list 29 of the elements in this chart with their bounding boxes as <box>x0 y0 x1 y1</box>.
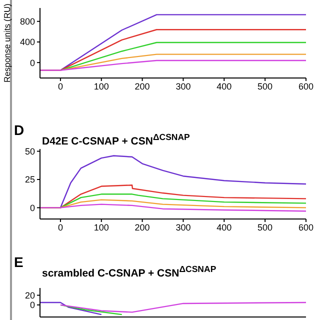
x-tick-label: 300 <box>176 222 191 232</box>
y-axis-title: Response units (RU) <box>2 2 12 84</box>
y-tick-label: 0 <box>30 202 35 213</box>
chart-title: D42E C-CSNAP + CSN$^{ΔCSNAP}$ <box>42 132 190 148</box>
y-tick-label: 25 <box>24 174 35 185</box>
text: E <box>14 254 24 270</box>
y-tick-label: 0 <box>30 300 35 310</box>
y-tick-label: 20 <box>24 290 35 300</box>
y-tick-label: 0 <box>30 58 35 68</box>
x-tick-label: 100 <box>94 81 109 92</box>
x-tick-label: 600 <box>298 81 314 92</box>
x-tick-label: 400 <box>216 222 232 232</box>
x-tick-label: 200 <box>134 222 150 232</box>
line-series <box>60 302 306 313</box>
y-tick-label: 400 <box>20 37 35 48</box>
chart-title: scrambled C-CSNAP + CSN$^{ΔCSNAP}$ <box>42 264 216 280</box>
x-tick-label: 0 <box>58 222 63 232</box>
x-tick-label: 400 <box>216 81 232 92</box>
line-series <box>40 204 306 212</box>
x-tick-label: 100 <box>94 222 109 232</box>
x-tick-label: 500 <box>258 222 273 232</box>
x-tick-label: 500 <box>258 81 273 92</box>
x-tick-label: 300 <box>176 81 191 92</box>
x-tick-label: 200 <box>134 81 150 92</box>
y-tick-label: 50 <box>24 146 35 156</box>
x-tick-label: 600 <box>298 222 314 232</box>
text: D <box>14 122 24 138</box>
x-tick-label: 0 <box>58 81 63 92</box>
y-tick-label: 800 <box>20 16 35 27</box>
